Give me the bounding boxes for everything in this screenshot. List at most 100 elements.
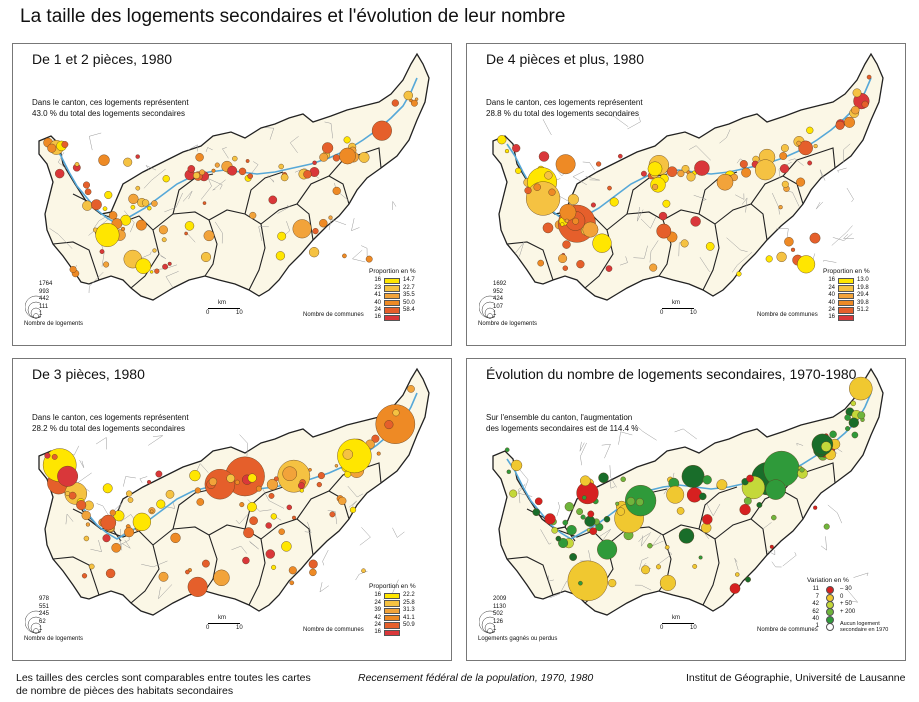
commune-boundary	[585, 176, 600, 181]
legend-row: 40 39.8	[823, 300, 870, 307]
size-legend-values: 1692 952 424 107 1	[493, 281, 506, 319]
commune-circle	[780, 144, 789, 153]
commune-circle	[392, 409, 400, 417]
legend-count: 24	[828, 284, 835, 291]
commune-circle	[835, 120, 845, 130]
commune-circle	[102, 206, 108, 211]
commune-circle	[243, 527, 255, 539]
map-panel-small-dwellings: De 1 et 2 pièces, 1980 Dans le canton, ce…	[12, 43, 452, 346]
legend-value: 22.2	[403, 592, 415, 599]
commune-circle	[690, 216, 701, 227]
commune-circle	[371, 120, 392, 141]
scale-unit: km	[672, 615, 680, 621]
legend-count: 11	[812, 586, 819, 593]
commune-circle	[686, 172, 696, 182]
legend-row: 23 22.7	[369, 285, 416, 292]
commune-circle	[365, 255, 373, 263]
commune-boundary	[766, 549, 776, 556]
commune-circle	[555, 535, 562, 542]
legend-row: 16	[823, 314, 870, 322]
commune-circle	[790, 247, 796, 252]
commune-circle	[572, 217, 580, 225]
communes-caption: Nombre de communes	[303, 312, 364, 318]
commune-boundary	[392, 200, 397, 210]
commune-circle	[598, 472, 609, 484]
footnote-institute: Institut de Géographie, Université de La…	[686, 672, 906, 684]
size-legend-caption: Nombre de logements	[478, 321, 538, 327]
commune-circle	[319, 218, 328, 228]
panel-note: Dans le canton, ces logements représente…	[32, 412, 232, 434]
commune-circle	[199, 169, 206, 176]
commune-circle	[51, 454, 58, 460]
commune-circle	[716, 479, 728, 491]
commune-circle	[534, 497, 543, 506]
map-panel-three-room-dwellings: De 3 pièces, 1980 Dans le canton, ces log…	[12, 358, 452, 661]
commune-circle	[542, 222, 554, 234]
commune-circle	[592, 233, 612, 253]
commune-circle	[151, 200, 158, 207]
footnote-line: Les tailles des cercles sont comparables…	[16, 672, 311, 684]
commune-boundary	[627, 116, 641, 130]
map-panel-large-dwellings: De 4 pièces et plus, 1980 Dans le canton,…	[466, 43, 906, 346]
commune-boundary	[776, 228, 789, 237]
commune-circle	[778, 205, 783, 210]
commune-circle	[247, 473, 257, 483]
commune-circle	[84, 188, 92, 196]
commune-boundary	[208, 178, 223, 190]
commune-circle	[202, 201, 207, 205]
commune-circle	[99, 249, 105, 255]
commune-circle	[658, 211, 668, 221]
size-legend-value: 2009	[493, 596, 507, 602]
commune-circle	[626, 497, 636, 506]
size-legend-circles	[25, 610, 41, 634]
commune-boundary	[351, 249, 366, 263]
commune-circle	[167, 261, 172, 266]
commune-circle	[69, 265, 77, 273]
legend-count: 16	[374, 314, 381, 321]
legend-swatch	[838, 314, 854, 322]
commune-circle	[135, 219, 147, 231]
legend-row: 41 35.5	[369, 292, 416, 300]
commune-circle	[278, 528, 285, 535]
commune-boundary	[633, 245, 648, 259]
legend-value: + 200	[840, 608, 856, 615]
commune-circle	[47, 143, 57, 153]
commune-boundary	[518, 467, 529, 493]
commune-circle	[329, 511, 336, 518]
panel-title: De 1 et 2 pièces, 1980	[32, 51, 173, 67]
commune-circle	[184, 221, 195, 231]
commune-circle	[249, 516, 258, 525]
commune-circle	[576, 508, 584, 516]
commune-circle	[234, 479, 240, 485]
commune-circle	[332, 154, 341, 162]
legend-swatch	[838, 300, 854, 307]
commune-boundary	[549, 580, 568, 599]
commune-circle	[61, 141, 69, 148]
commune-boundary	[95, 437, 107, 450]
commune-circle	[384, 420, 394, 430]
commune-boundary	[158, 584, 173, 600]
commune-boundary	[289, 136, 299, 153]
legend-count: 16	[828, 314, 835, 321]
commune-boundary	[319, 582, 329, 593]
district-boundary	[172, 488, 214, 530]
commune-circle	[83, 535, 90, 542]
commune-circle	[162, 263, 169, 270]
commune-circle	[161, 237, 167, 243]
legend-row: 16	[369, 314, 416, 322]
legend-value: – 30	[840, 586, 852, 593]
scale-bar-line	[662, 308, 694, 309]
commune-circle	[255, 485, 262, 492]
commune-circle	[111, 542, 121, 553]
commune-circle	[640, 170, 647, 177]
commune-circle	[103, 261, 110, 268]
size-legend-caption: Logements gagnés ou perdus	[478, 636, 558, 642]
commune-circle	[813, 505, 818, 510]
legend-swatch	[384, 592, 400, 600]
commune-circle	[292, 219, 312, 239]
commune-boundary	[139, 476, 148, 483]
commune-circle	[851, 105, 860, 115]
legend-swatch	[384, 600, 400, 607]
commune-circle	[849, 376, 873, 401]
commune-circle	[403, 90, 413, 101]
